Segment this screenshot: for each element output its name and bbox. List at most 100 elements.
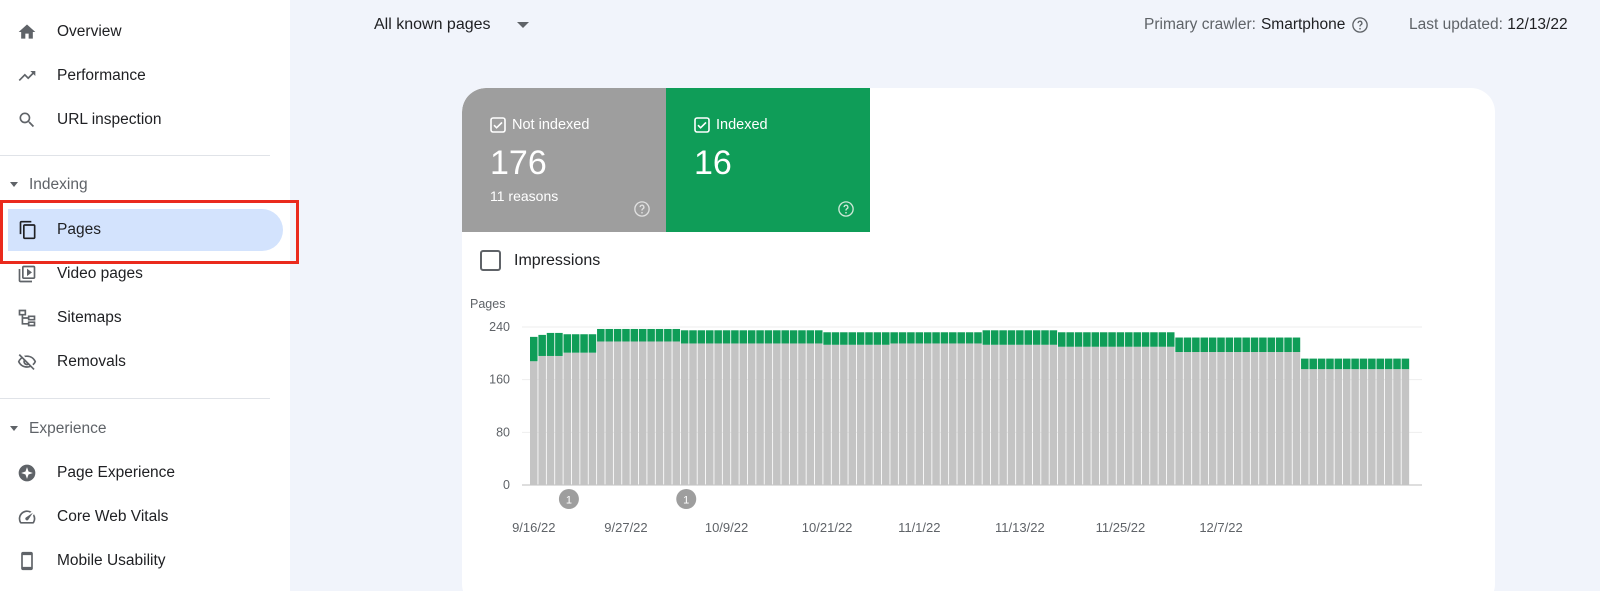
bar-not-indexed [1242, 352, 1250, 485]
nav-mobile-usability[interactable]: Mobile Usability [0, 539, 282, 583]
bar-indexed [1368, 358, 1376, 370]
impressions-toggle[interactable]: Impressions [480, 250, 600, 271]
nav-removals[interactable]: Removals [0, 340, 282, 384]
not-indexed-tile[interactable]: Not indexed 176 11 reasons [462, 88, 666, 232]
bar-indexed [1125, 332, 1133, 347]
bar-indexed [1083, 332, 1091, 347]
bar-not-indexed [1292, 352, 1301, 485]
bar-indexed [722, 330, 731, 344]
checkbox-checked-icon[interactable] [694, 117, 710, 133]
bar-indexed [848, 332, 857, 345]
bar-indexed [831, 332, 840, 345]
bar-indexed [907, 332, 915, 344]
bar-not-indexed [747, 343, 756, 485]
bar-indexed [1041, 330, 1049, 345]
bar-indexed [773, 330, 781, 344]
help-icon[interactable] [633, 200, 651, 218]
bar-indexed [1259, 337, 1267, 353]
bar-indexed [1275, 337, 1284, 353]
bar-not-indexed [764, 343, 773, 485]
pages-icon [17, 219, 39, 241]
checkbox-checked-icon[interactable] [490, 117, 506, 133]
bar-indexed [1200, 337, 1209, 353]
bar-indexed [731, 330, 739, 344]
bar-not-indexed [1275, 352, 1284, 485]
bar-indexed [898, 332, 907, 344]
bar-indexed [1342, 358, 1351, 370]
bar-indexed [680, 330, 689, 344]
bar-not-indexed [714, 343, 722, 485]
bar-indexed [714, 330, 722, 344]
smartphone-icon [16, 550, 38, 572]
bar-not-indexed [597, 341, 605, 485]
bar-not-indexed [1141, 346, 1150, 485]
bar-indexed [798, 330, 806, 344]
bar-not-indexed [814, 343, 823, 485]
bar-not-indexed [907, 343, 915, 485]
updated-value: 12/13/22 [1507, 16, 1568, 33]
bar-not-indexed [1041, 344, 1049, 485]
nav-performance[interactable]: Performance [0, 54, 282, 98]
bar-not-indexed [697, 343, 706, 485]
bar-indexed [949, 332, 957, 344]
bar-not-indexed [1158, 346, 1167, 485]
bar-indexed [1058, 332, 1066, 347]
bar-indexed [1074, 332, 1083, 347]
bar-indexed [957, 332, 965, 344]
sitemap-icon [16, 307, 38, 329]
bar-indexed [613, 328, 622, 342]
nav-overview[interactable]: Overview [0, 10, 282, 54]
impressions-checkbox[interactable] [480, 250, 501, 271]
nav-url-inspection[interactable]: URL inspection [0, 98, 282, 142]
bar-not-indexed [932, 343, 940, 485]
filter-value: All known pages [374, 16, 491, 33]
bar-not-indexed [689, 343, 697, 485]
bar-not-indexed [588, 352, 597, 485]
x-tick-label: 11/25/22 [1096, 520, 1146, 535]
last-updated: Last updated: 12/13/22 [1409, 16, 1568, 34]
bar-not-indexed [1342, 369, 1351, 485]
bar-not-indexed [1133, 346, 1141, 485]
help-icon[interactable] [837, 200, 855, 218]
nav-video-pages[interactable]: Video pages [0, 252, 282, 296]
bar-indexed [923, 332, 932, 344]
bar-indexed [622, 328, 630, 342]
nav-core-web-vitals[interactable]: Core Web Vitals [0, 495, 282, 539]
bar-indexed [1175, 337, 1183, 353]
bar-indexed [940, 332, 949, 344]
bar-indexed [932, 332, 940, 344]
nav-page-experience[interactable]: Page Experience [0, 451, 282, 495]
bar-indexed [1384, 358, 1393, 370]
bar-not-indexed [1368, 369, 1376, 485]
nav-pages[interactable]: Pages [8, 209, 283, 251]
bar-not-indexed [580, 352, 588, 485]
bar-indexed [965, 332, 974, 344]
bar-indexed [1393, 358, 1401, 370]
help-icon[interactable] [1351, 16, 1369, 34]
section-title: Indexing [29, 176, 88, 193]
nav-label: Core Web Vitals [57, 508, 169, 525]
bar-indexed [571, 334, 580, 353]
bar-not-indexed [974, 343, 982, 485]
search-icon [16, 109, 38, 131]
bar-indexed [1192, 337, 1200, 353]
bar-not-indexed [630, 341, 639, 485]
nav-sitemaps[interactable]: Sitemaps [0, 296, 282, 340]
bar-indexed [1150, 332, 1158, 347]
bar-not-indexed [781, 343, 789, 485]
bar-indexed [865, 332, 873, 345]
pages-filter-dropdown[interactable]: All known pages [374, 16, 529, 34]
indexed-tile[interactable]: Indexed 16 [666, 88, 870, 232]
bar-indexed [1250, 337, 1259, 353]
bar-not-indexed [1192, 352, 1200, 485]
bar-not-indexed [638, 341, 647, 485]
bar-indexed [756, 330, 764, 344]
y-tick-label: 0 [503, 478, 510, 492]
bar-indexed [546, 332, 555, 356]
bar-not-indexed [1074, 346, 1083, 485]
primary-crawler-info: Primary crawler: Smartphone [1144, 16, 1369, 34]
bar-not-indexed [949, 343, 957, 485]
x-tick-label: 10/9/22 [705, 520, 748, 535]
nav-label: Overview [57, 23, 122, 40]
bar-not-indexed [1200, 352, 1209, 485]
